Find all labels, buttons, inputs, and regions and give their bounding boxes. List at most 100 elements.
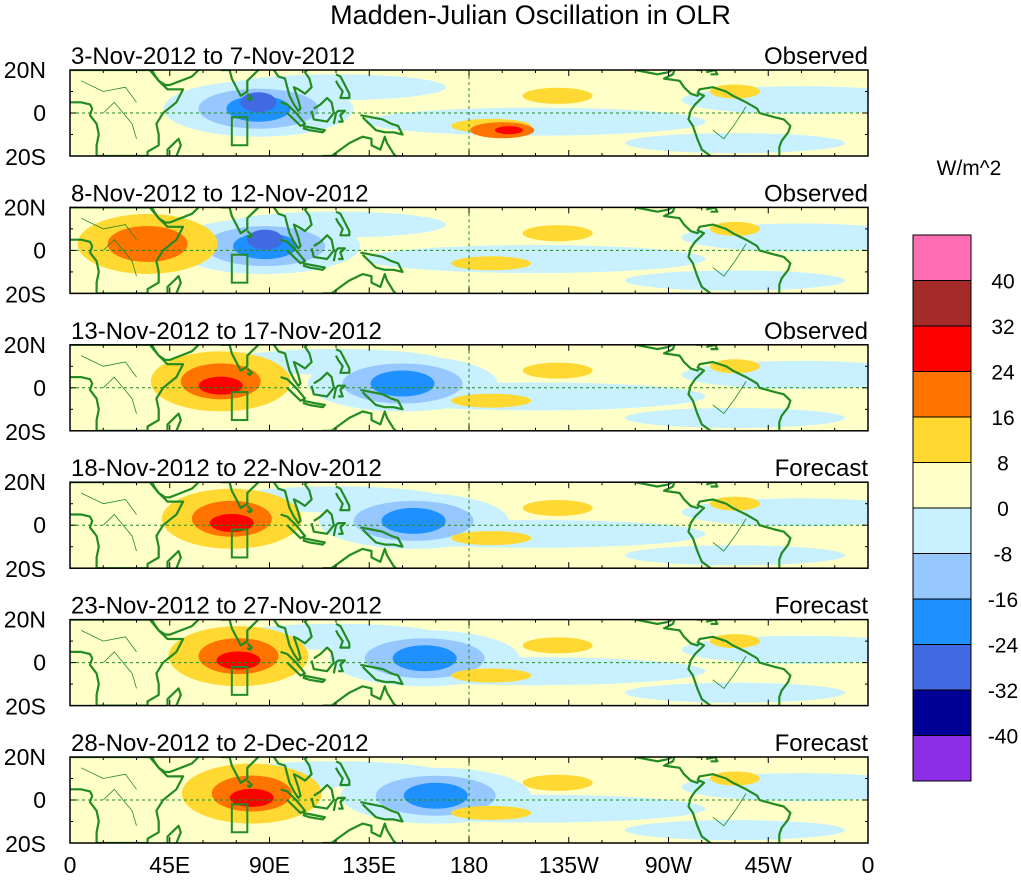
y-tick-label: 0 — [33, 650, 46, 676]
coastline — [272, 482, 313, 525]
coastline — [322, 547, 397, 569]
x-tick-label: 0 — [64, 852, 77, 878]
field-pos-blob — [710, 634, 760, 649]
country-borders — [80, 217, 747, 277]
coastline — [360, 526, 404, 548]
field-pos-blob — [522, 225, 593, 242]
coastline — [335, 73, 351, 100]
country-borders — [80, 355, 747, 415]
coastline — [310, 783, 335, 810]
field-light-blue-band — [365, 245, 706, 273]
coastline — [635, 619, 712, 706]
field-neg-anomaly — [240, 92, 277, 113]
y-tick-label: 20S — [5, 831, 46, 857]
coastline — [335, 760, 351, 787]
field-neg-anomaly — [403, 782, 468, 809]
border-line — [734, 655, 747, 674]
field-pos-blob — [522, 87, 593, 104]
panel-kind: Observed — [764, 180, 868, 207]
y-tick-label: 0 — [33, 787, 46, 813]
coastline — [310, 234, 335, 261]
reference-box — [230, 253, 249, 284]
panel-date-range: 18-Nov-2012 to 22-Nov-2012 — [71, 455, 382, 482]
coastline — [360, 114, 404, 136]
coastline — [302, 674, 326, 684]
coastline — [273, 207, 313, 250]
coastline — [280, 101, 307, 128]
field-pos-blob — [710, 496, 760, 511]
coastline — [280, 376, 307, 402]
panel-2: 20N 0 20S 8-Nov-2012 to 12-Nov-2012 Observed — [4, 180, 869, 307]
coastline — [705, 619, 719, 626]
colorbar-swatch — [912, 234, 972, 281]
panel-6: 20N 0 20S 28-Nov-2012 to 2-Dec-2012 Forecast — [4, 730, 869, 857]
y-tick-label: 0 — [33, 100, 46, 126]
coastline — [246, 367, 253, 376]
y-tick-label: 20S — [5, 556, 46, 582]
field-pos-blob — [494, 126, 523, 135]
coastline — [696, 773, 792, 843]
country-borders — [80, 492, 747, 552]
x-tick-label: 90W — [645, 852, 693, 878]
border-line — [712, 535, 736, 552]
y-tick-label: 20S — [5, 281, 46, 307]
border-line — [103, 101, 137, 139]
border-line — [103, 239, 137, 277]
panel-kind: Forecast — [775, 730, 869, 757]
field-light-blue-band — [625, 545, 845, 566]
coastline — [272, 619, 313, 662]
border-line — [80, 492, 137, 515]
coastline — [280, 238, 307, 265]
y-tick-label: 0 — [33, 375, 46, 401]
coastline — [310, 96, 335, 123]
coastline — [322, 410, 397, 431]
field-pos-blob — [522, 774, 593, 791]
country-borders — [80, 630, 747, 689]
coastline — [148, 757, 200, 774]
field-light-blue-band — [625, 270, 845, 291]
coastline — [166, 275, 182, 294]
coastline — [360, 663, 404, 686]
coastline — [335, 348, 351, 374]
colorbar-swatch — [912, 598, 972, 645]
coastline — [166, 824, 182, 843]
y-tick-label: 20S — [5, 419, 46, 445]
coastline — [272, 70, 313, 112]
y-tick-label: 20N — [4, 194, 46, 220]
coastline — [148, 482, 200, 499]
field-pos-blob — [451, 668, 532, 683]
colorbar-label: 0 — [997, 498, 1009, 521]
reference-box — [230, 803, 249, 834]
coastline — [272, 757, 313, 800]
border-line — [712, 398, 736, 415]
coastlines — [70, 70, 792, 156]
border-line — [80, 80, 137, 103]
y-tick-label: 20N — [4, 332, 46, 358]
coastline — [220, 70, 260, 97]
border-line — [712, 123, 736, 140]
coastline — [322, 135, 397, 156]
coastline — [360, 801, 404, 823]
panel-1: 20N 0 20S 3-Nov-2012 to 7-Nov-2012 Observed — [4, 43, 869, 170]
coastline — [148, 70, 200, 87]
border-line — [80, 630, 137, 653]
coastline — [335, 485, 351, 512]
x-tick-label: 45W — [745, 852, 793, 878]
field-light-blue-band — [365, 107, 706, 136]
panel-kind: Observed — [764, 43, 868, 70]
border-line — [712, 260, 736, 277]
colorbar-swatch — [912, 644, 972, 691]
coastline — [310, 509, 335, 535]
coastline — [705, 757, 719, 763]
field-pos-anomaly — [216, 651, 261, 670]
field-light-blue-band — [625, 407, 845, 428]
coastline — [148, 207, 200, 224]
colorbar-label: 40 — [991, 271, 1014, 294]
field-pos-blob — [451, 393, 532, 408]
coastline — [360, 251, 404, 273]
reference-box — [230, 528, 249, 559]
coastline — [705, 70, 719, 76]
country-borders — [80, 80, 747, 140]
coastline — [166, 412, 182, 431]
y-tick-label: 20N — [4, 469, 46, 495]
